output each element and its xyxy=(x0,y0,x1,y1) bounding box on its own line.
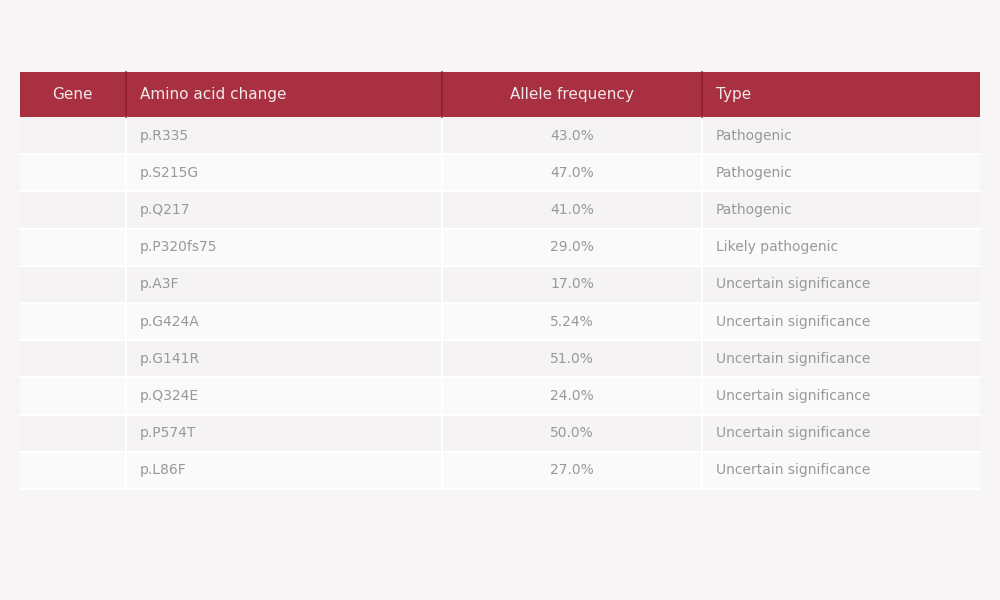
FancyBboxPatch shape xyxy=(20,415,980,452)
Text: p.S215G: p.S215G xyxy=(140,166,199,180)
Text: p.P574T: p.P574T xyxy=(140,426,196,440)
Text: Uncertain significance: Uncertain significance xyxy=(716,463,870,478)
Text: 5.24%: 5.24% xyxy=(550,314,594,329)
Text: Gene: Gene xyxy=(53,87,93,102)
Text: 47.0%: 47.0% xyxy=(550,166,594,180)
Text: Uncertain significance: Uncertain significance xyxy=(716,314,870,329)
Text: 43.0%: 43.0% xyxy=(550,128,594,143)
Text: 24.0%: 24.0% xyxy=(550,389,594,403)
Text: p.G141R: p.G141R xyxy=(140,352,200,366)
Text: p.Q324E: p.Q324E xyxy=(140,389,199,403)
FancyBboxPatch shape xyxy=(20,229,980,266)
Text: Uncertain significance: Uncertain significance xyxy=(716,426,870,440)
Text: p.P320fs75: p.P320fs75 xyxy=(140,240,217,254)
FancyBboxPatch shape xyxy=(20,377,980,415)
FancyBboxPatch shape xyxy=(20,303,980,340)
Text: p.R335: p.R335 xyxy=(140,128,189,143)
Text: p.A3F: p.A3F xyxy=(140,277,179,292)
FancyBboxPatch shape xyxy=(20,72,980,117)
Text: 27.0%: 27.0% xyxy=(550,463,594,478)
Text: 50.0%: 50.0% xyxy=(550,426,594,440)
Text: 17.0%: 17.0% xyxy=(550,277,594,292)
Text: Pathogenic: Pathogenic xyxy=(716,166,793,180)
Text: Likely pathogenic: Likely pathogenic xyxy=(716,240,838,254)
FancyBboxPatch shape xyxy=(20,452,980,489)
Text: Pathogenic: Pathogenic xyxy=(716,128,793,143)
FancyBboxPatch shape xyxy=(20,266,980,303)
FancyBboxPatch shape xyxy=(20,117,980,154)
FancyBboxPatch shape xyxy=(20,340,980,377)
FancyBboxPatch shape xyxy=(20,154,980,191)
Text: p.G424A: p.G424A xyxy=(140,314,200,329)
Text: Type: Type xyxy=(716,87,751,102)
Text: Uncertain significance: Uncertain significance xyxy=(716,389,870,403)
Text: Pathogenic: Pathogenic xyxy=(716,203,793,217)
Text: Amino acid change: Amino acid change xyxy=(140,87,287,102)
Text: p.L86F: p.L86F xyxy=(140,463,187,478)
Text: Uncertain significance: Uncertain significance xyxy=(716,277,870,292)
Text: p.Q217: p.Q217 xyxy=(140,203,190,217)
Text: 51.0%: 51.0% xyxy=(550,352,594,366)
Text: Allele frequency: Allele frequency xyxy=(510,87,634,102)
Text: 29.0%: 29.0% xyxy=(550,240,594,254)
FancyBboxPatch shape xyxy=(20,191,980,229)
Text: 41.0%: 41.0% xyxy=(550,203,594,217)
Text: Uncertain significance: Uncertain significance xyxy=(716,352,870,366)
